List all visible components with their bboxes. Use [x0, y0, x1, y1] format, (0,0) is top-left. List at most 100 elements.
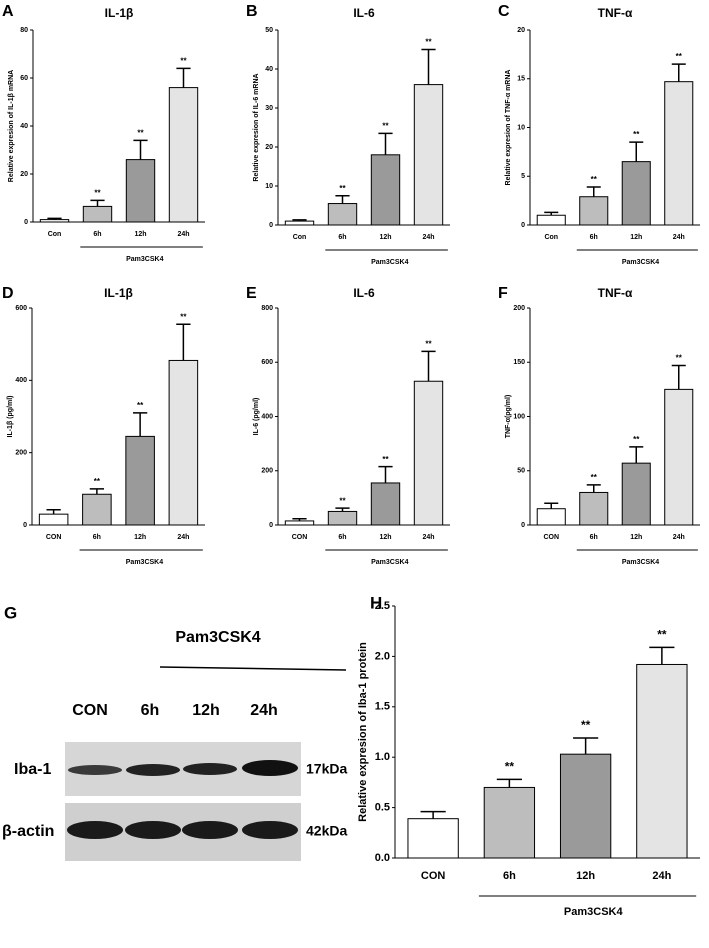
significance-label: ** [137, 401, 144, 410]
error-bar [649, 646, 675, 665]
y-tick-label: 600 [15, 305, 27, 312]
error-bar [378, 465, 393, 483]
y-tick-label: 0 [24, 219, 28, 226]
significance-label: ** [180, 312, 187, 321]
y-tick-label: 600 [261, 359, 273, 366]
lane-label: 6h [141, 702, 160, 719]
y-tick-label: 10 [265, 183, 273, 190]
panel-label: D [2, 285, 14, 302]
lane-label: 24h [250, 702, 278, 719]
y-tick-label: 0 [269, 522, 273, 529]
y-tick-label: 200 [15, 450, 27, 457]
significance-label: ** [425, 340, 432, 349]
y-axis-label: IL-1β (pg/ml) [7, 396, 14, 438]
y-tick-label: 50 [517, 468, 525, 475]
blot-panel: G Pam3CSK4 CON 6h 12h 24h Iba-1 17kDa β-… [2, 603, 347, 861]
x-tick-label: Con [544, 234, 558, 241]
bar [284, 220, 315, 226]
y-tick-label: 20 [20, 171, 28, 178]
bar [168, 87, 199, 223]
bar [125, 435, 155, 526]
y-tick-label: 2.5 [375, 600, 390, 612]
bar [327, 510, 358, 526]
x-tick-label: 24h [652, 870, 671, 882]
chart-title: TNF-α [598, 286, 633, 300]
x-tick-label: 24h [422, 234, 434, 241]
group-label: Pam3CSK4 [126, 559, 163, 566]
treatment-label: Pam3CSK4 [175, 629, 260, 646]
y-tick-label: 0.0 [375, 852, 390, 864]
significance-label: ** [591, 175, 598, 184]
bar [370, 154, 401, 226]
y-tick-label: 5 [521, 173, 525, 180]
chart: A IL-1β 0 20 40 60 80 Relative expresion of IL-… [2, 3, 205, 263]
panel-label: G [4, 603, 17, 622]
panel-label: A [2, 3, 14, 20]
error-bar [46, 509, 61, 515]
size-label: 42kDa [306, 823, 347, 839]
group-label: Pam3CSK4 [371, 559, 408, 566]
significance-label: ** [94, 189, 101, 198]
error-bar [671, 364, 686, 390]
y-axis-label: Relative expresion of IL-1β mRNA [8, 70, 15, 182]
x-tick-label: 12h [379, 234, 391, 241]
y-tick-label: 50 [265, 27, 273, 34]
blot-band [126, 764, 180, 776]
error-bar [133, 139, 148, 160]
bar [579, 491, 609, 526]
y-tick-label: 100 [513, 413, 525, 420]
y-tick-label: 30 [265, 105, 273, 112]
chart: E IL-6 0 200 400 600 800 IL-6 (pg/ml) CON ** 6h ** 1… [246, 285, 450, 566]
error-bar [292, 219, 307, 222]
significance-label: ** [382, 121, 389, 130]
bar [559, 753, 612, 859]
chart: H 0.0 0.5 1.0 1.5 2.0 2.5 Relative expresion of… [357, 593, 700, 918]
y-axis-label: TNF-α(pg/ml) [505, 395, 512, 439]
bar [82, 493, 112, 526]
x-tick-label: 12h [134, 534, 146, 541]
significance-label: ** [180, 57, 187, 66]
panel-label: H [370, 593, 382, 612]
y-tick-label: 400 [261, 413, 273, 420]
error-bar [89, 488, 105, 495]
y-tick-label: 150 [513, 359, 525, 366]
error-bar [335, 507, 350, 512]
x-tick-label: 6h [503, 870, 516, 882]
bar [407, 818, 459, 859]
y-tick-label: 0 [521, 222, 525, 229]
y-tick-label: 10 [517, 124, 525, 131]
group-label: Pam3CSK4 [126, 256, 163, 263]
y-tick-label: 0 [521, 522, 525, 529]
bar [370, 482, 401, 526]
y-tick-label: 800 [261, 305, 273, 312]
bar [39, 219, 70, 223]
error-bar [90, 199, 105, 207]
error-bar [132, 412, 148, 437]
y-axis-label: IL-6 (pg/ml) [253, 398, 260, 436]
bar [284, 520, 315, 526]
y-axis-label: Relative expresion of TNF-α mRNA [505, 70, 512, 186]
y-tick-label: 0.5 [375, 802, 390, 814]
panel-label: E [246, 285, 257, 302]
bar [536, 508, 566, 526]
x-tick-label: 6h [338, 534, 346, 541]
row-label: Iba-1 [14, 761, 51, 778]
significance-label: ** [581, 718, 591, 732]
x-tick-label: 12h [379, 534, 391, 541]
y-tick-label: 20 [265, 144, 273, 151]
y-tick-label: 15 [517, 76, 525, 83]
error-bar [420, 810, 446, 819]
y-tick-label: 40 [20, 123, 28, 130]
lane-label: 12h [192, 702, 220, 719]
error-bar [544, 211, 559, 216]
error-bar [47, 217, 62, 220]
chart-title: IL-6 [353, 286, 375, 300]
bar [636, 663, 688, 859]
chart: B IL-6 0 10 20 30 40 50 Relative expresion of IL… [246, 3, 450, 266]
x-tick-label: Con [48, 231, 62, 238]
blot-band [182, 821, 238, 839]
bar [664, 81, 694, 226]
chart-title: IL-6 [353, 6, 375, 20]
x-tick-label: CON [543, 534, 559, 541]
